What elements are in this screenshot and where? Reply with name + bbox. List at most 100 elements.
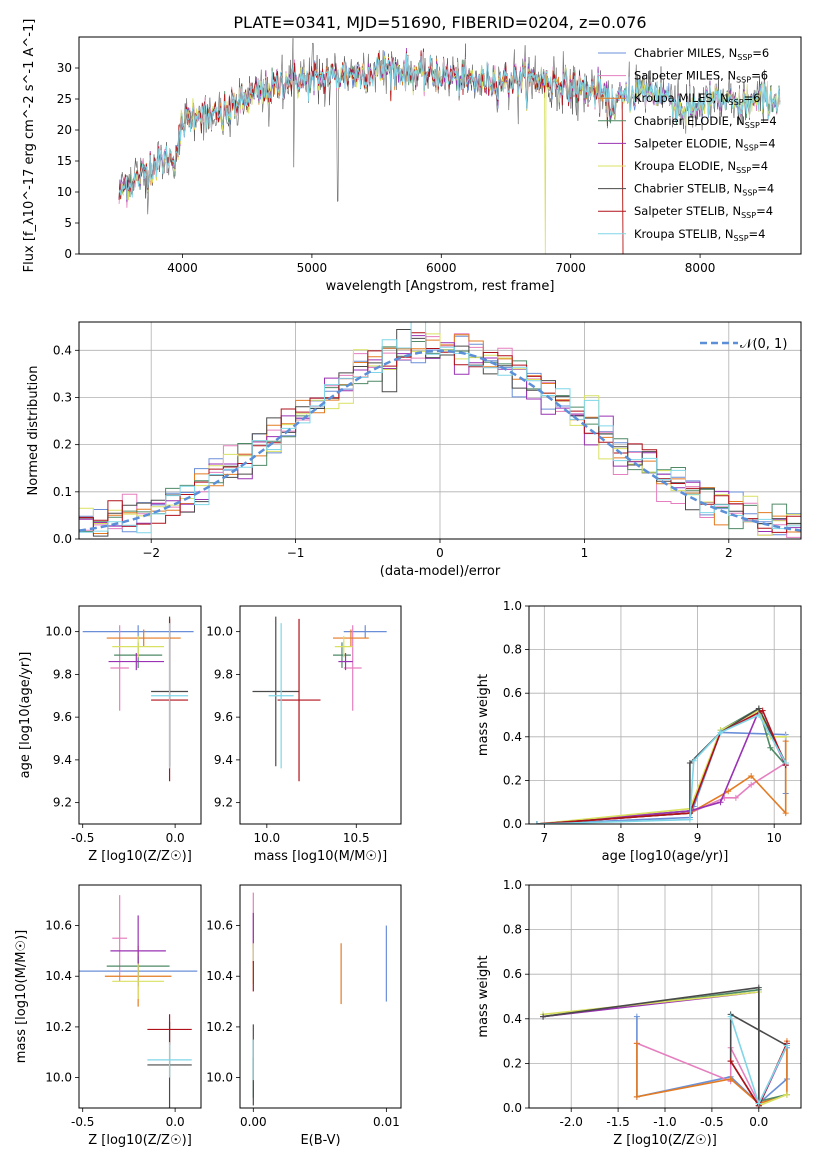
- residuals-plot-area: [79, 322, 801, 538]
- age-vs-Z-axes: -0.5 0.0 9.2 9.4 9.6 9.8 10.0 Z [log10(Z/Z☉)] ag…: [18, 605, 202, 864]
- gaussian-curve: [79, 349, 801, 532]
- x-tick-label: 10.5: [343, 831, 370, 845]
- x-tick-label: 9: [694, 831, 702, 845]
- x-tick-label: 5000: [297, 261, 328, 275]
- y-tick-label: 9.4: [53, 753, 72, 767]
- x-tick-label: -0.5: [71, 1115, 94, 1129]
- x-tick-label: 10.0: [253, 831, 280, 845]
- spectrum-plot-area: [118, 38, 781, 254]
- y-tick-label: 0.2: [503, 1056, 522, 1070]
- x-tick-label: −1: [287, 546, 305, 560]
- weight-vs-age-axes: 7 8 9 10 0.0 0.2 0.4 0.6 0.8 1.0 age [log10(age/yr…: [476, 599, 802, 864]
- weight-vs-age-plot-area: [533, 705, 789, 824]
- weight-line-5: [536, 709, 786, 824]
- y-axis-label: Flux [f_λ10^-17 erg cm^-2 s^-1 A^-1]: [22, 19, 37, 273]
- y-tick-label: 9.6: [53, 710, 72, 724]
- x-tick-label: -0.5: [71, 831, 94, 845]
- x-tick-label: -1.5: [606, 1115, 629, 1129]
- x-tick-label: -0.5: [700, 1115, 723, 1129]
- x-tick-label: 6000: [426, 261, 457, 275]
- y-tick-label: 9.8: [214, 667, 233, 681]
- y-tick-label: 30: [57, 61, 72, 75]
- y-tick-label: 1.0: [503, 878, 522, 892]
- spectrum-line-8: [118, 51, 781, 200]
- y-tick-label: 10.4: [206, 969, 233, 983]
- weight-marker: [690, 757, 697, 764]
- weight-marker: [633, 1040, 640, 1047]
- y-tick-label: 25: [57, 92, 72, 106]
- axes-frame: [78, 36, 802, 255]
- y-tick-label: 0.6: [503, 967, 522, 981]
- y-tick-label: 0.1: [53, 485, 72, 499]
- weight-marker: [759, 707, 766, 714]
- y-tick-label: 0.0: [503, 1101, 522, 1115]
- weight-marker: [782, 733, 789, 740]
- weight-vs-Z-axes: -2.0 -1.5 -1.0 -0.5 0.0 0.0 0.2 0.4 0.6 0.8 1.0 Z […: [476, 878, 802, 1148]
- y-tick-label: 20: [57, 123, 72, 137]
- weight-marker: [686, 759, 693, 766]
- weight-marker: [782, 810, 789, 817]
- weight-line-2: [636, 1041, 788, 1105]
- x-tick-label: -2.0: [559, 1115, 582, 1129]
- y-tick-label: 10.0: [45, 1071, 72, 1085]
- legend-label: Salpeter MILES, NSSP=6: [634, 69, 768, 85]
- spectrum-line-7: [118, 48, 780, 254]
- y-axis-label: mass [log10(M/M☉)]: [14, 930, 29, 1063]
- x-tick-label: 0.0: [749, 1115, 768, 1129]
- y-tick-label: 9.6: [214, 710, 233, 724]
- weight-marker: [755, 712, 762, 718]
- x-axis-label: (data-model)/error: [380, 564, 501, 579]
- y-tick-label: 10.6: [206, 919, 233, 933]
- x-axis-label: Z [log10(Z/Z☉)]: [613, 1133, 717, 1148]
- y-axis-label: mass weight: [476, 955, 491, 1037]
- axes-frame: [78, 884, 202, 1109]
- x-axis-label: mass [log10(M/M☉)]: [254, 849, 387, 864]
- legend-label: Chabrier STELIB, NSSP=4: [634, 182, 774, 198]
- weight-marker: [748, 773, 755, 780]
- age-vs-mass-axes: 10.0 10.5 9.2 9.4 9.6 9.8 10.0 mass [log10(M/M☉…: [206, 605, 402, 864]
- x-tick-label: 0.01: [373, 1115, 400, 1129]
- x-tick-label: 4000: [167, 261, 198, 275]
- axes-frame: [78, 321, 802, 540]
- weight-vs-Z-plot-area: [540, 984, 790, 1108]
- x-tick-label: 0: [436, 546, 444, 560]
- axes-frame: [528, 605, 802, 825]
- x-tick-label: 8000: [685, 261, 716, 275]
- weight-marker: [732, 794, 739, 801]
- weight-marker: [748, 781, 755, 788]
- y-tick-label: 10.0: [206, 625, 233, 639]
- y-tick-label: 0.6: [503, 686, 522, 700]
- weight-marker: [717, 799, 724, 806]
- y-tick-label: 10.0: [45, 625, 72, 639]
- age-vs-mass-plot-area: [252, 616, 387, 782]
- x-tick-label: 0.0: [166, 1115, 185, 1129]
- weight-line-7: [536, 709, 787, 824]
- y-tick-label: 10: [57, 185, 72, 199]
- axes-frame: [78, 605, 202, 825]
- weight-line-8: [536, 713, 787, 824]
- y-tick-label: 5: [64, 216, 72, 230]
- y-tick-label: 0.3: [53, 390, 72, 404]
- figure-title: PLATE=0341, MJD=51690, FIBERID=0204, z=0…: [233, 13, 646, 32]
- residuals-axes: −2 −1 0 1 2 0.0 0.1 0.2 0.3 0.4 (data-model)/error…: [26, 321, 802, 579]
- y-tick-label: 0.8: [503, 643, 522, 657]
- y-tick-label: 0.4: [53, 343, 72, 357]
- y-tick-label: 0.2: [503, 773, 522, 787]
- legend-label: Salpeter STELIB, NSSP=4: [634, 204, 773, 220]
- weight-line-4: [536, 708, 787, 824]
- y-tick-label: 10.0: [206, 1071, 233, 1085]
- weight-marker: [727, 1076, 734, 1083]
- y-tick-label: 0.4: [503, 730, 522, 744]
- x-tick-label: 0.0: [166, 831, 185, 845]
- weight-marker: [755, 1100, 762, 1107]
- weight-marker: [755, 984, 762, 991]
- mass-vs-EBV-plot-area: [252, 892, 387, 1106]
- y-tick-label: 1.0: [503, 599, 522, 613]
- y-tick-label: 9.2: [214, 796, 233, 810]
- y-axis-label: Normed distribution: [26, 366, 41, 496]
- residual-histogram-6: [79, 329, 801, 537]
- x-tick-label: 7: [541, 831, 549, 845]
- x-axis-label: age [log10(age/yr)]: [602, 849, 729, 864]
- weight-marker: [767, 744, 774, 751]
- weight-marker: [540, 1013, 547, 1020]
